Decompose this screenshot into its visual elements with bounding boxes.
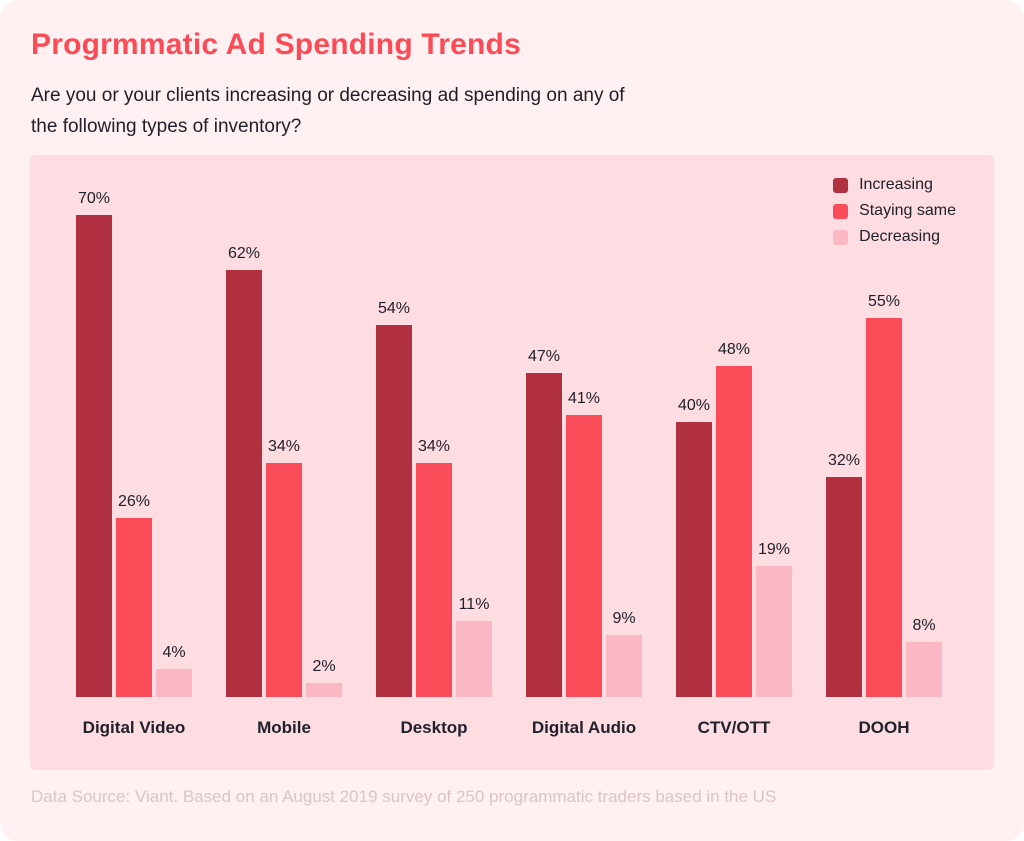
bar-group: 32% 55% 8% (826, 293, 942, 697)
bar-value-label: 34% (417, 438, 451, 455)
bar (376, 325, 412, 697)
bar-column: 4% (156, 644, 192, 697)
legend-item-staying-same: Staying same (833, 202, 956, 220)
bar (906, 642, 942, 697)
bar-value-label: 11% (458, 596, 490, 613)
legend-item-decreasing: Decreasing (833, 228, 956, 246)
bar-column: 8% (906, 617, 942, 697)
bar-group: 47% 41% 9% (526, 348, 642, 697)
bar-column: 9% (606, 610, 642, 697)
bar-column: 34% (266, 438, 302, 697)
bar-column: 32% (826, 452, 862, 697)
bar (226, 270, 262, 697)
category-axis: Digital Video Mobile Desktop Digital Audio C… (76, 718, 942, 738)
chart-legend: Increasing Staying same Decreasing (833, 176, 956, 246)
page-title: Progrmmatic Ad Spending Trends (31, 28, 521, 61)
bar-column: 26% (116, 493, 152, 697)
bar-value-label: 19% (757, 541, 791, 558)
bar (526, 373, 562, 697)
bar-column: 19% (756, 541, 792, 697)
category-label: Digital Audio (531, 718, 637, 737)
chart-header: Progrmmatic Ad Spending Trends Are you o… (31, 28, 731, 142)
category-label: Mobile (257, 718, 311, 737)
bar (676, 422, 712, 697)
bar-column: 11% (456, 596, 492, 697)
data-source-note: Data Source: Viant. Based on an August 2… (31, 787, 777, 806)
bar-column: 54% (376, 300, 412, 697)
bar-value-label: 34% (267, 438, 301, 455)
bar-column: 55% (866, 293, 902, 697)
bar-value-label: 54% (377, 300, 411, 317)
bar (716, 366, 752, 697)
bar-value-label: 55% (867, 293, 901, 310)
bar-value-label: 62% (227, 245, 261, 262)
bar-value-label: 41% (567, 390, 601, 407)
chart-subtitle: Are you or your clients increasing or de… (31, 85, 625, 137)
legend-swatch-staying-same (833, 203, 849, 219)
bar-value-label: 9% (612, 610, 636, 627)
chart-panel: Increasing Staying same Decreasing 70% 26… (30, 155, 994, 770)
bar-group: 70% 26% 4% (76, 190, 192, 697)
bar-value-label: 47% (527, 348, 561, 365)
bar-group: 54% 34% 11% (376, 300, 492, 697)
bar-column: 2% (306, 658, 342, 697)
bar-value-label: 32% (827, 452, 861, 469)
category-label: Desktop (400, 718, 468, 737)
bar-column: 48% (716, 341, 752, 697)
bar-group: 62% 34% 2% (226, 245, 342, 697)
legend-swatch-increasing (833, 177, 849, 193)
bar-plot: 70% 26% 4% 62% 34% 2% 54% 34% 11% 47% 41% 9% 40% 48% 1… (76, 155, 942, 697)
bar (76, 215, 112, 697)
bar-value-label: 8% (912, 617, 936, 634)
bar (566, 415, 602, 697)
bar-value-label: 26% (117, 493, 151, 510)
legend-swatch-decreasing (833, 229, 849, 245)
bar-value-label: 48% (717, 341, 751, 358)
bar (826, 477, 862, 697)
bar-value-label: 2% (312, 658, 336, 675)
bar (606, 635, 642, 697)
bar-value-label: 40% (677, 397, 711, 414)
bar (156, 669, 192, 697)
bar-column: 41% (566, 390, 602, 697)
bar (456, 621, 492, 697)
bar (116, 518, 152, 697)
bar (306, 683, 342, 697)
bar (266, 463, 302, 697)
bar-group: 40% 48% 19% (676, 341, 792, 697)
legend-label: Increasing (859, 176, 933, 193)
bar (416, 463, 452, 697)
bar-value-label: 4% (162, 644, 186, 661)
category-label: Digital Video (82, 718, 186, 737)
bar-column: 40% (676, 397, 712, 697)
category-label: CTV/OTT (697, 718, 771, 737)
legend-item-increasing: Increasing (833, 176, 956, 194)
legend-label: Decreasing (859, 228, 940, 245)
bar-column: 62% (226, 245, 262, 697)
bar-column: 70% (76, 190, 112, 697)
bar (866, 318, 902, 697)
legend-label: Staying same (859, 202, 956, 219)
bar-column: 34% (416, 438, 452, 697)
category-label: DOOH (858, 718, 910, 737)
bar-value-label: 70% (77, 190, 111, 207)
bar (756, 566, 792, 697)
bar-column: 47% (526, 348, 562, 697)
